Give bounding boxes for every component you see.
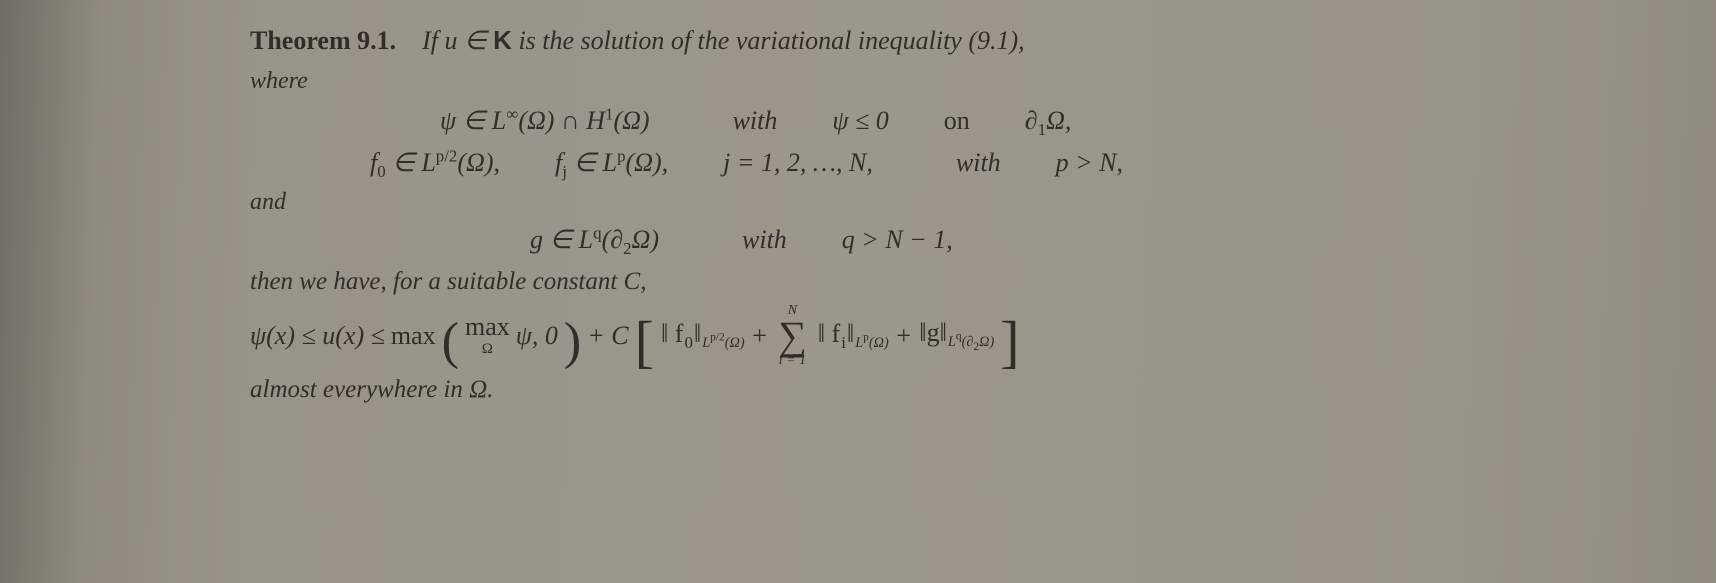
ineq-maxO-u: Ω: [482, 342, 493, 357]
l2-f0-in: ∈ L: [386, 148, 436, 177]
l2-f0-sup: p/2: [436, 146, 458, 165]
nf0-r: ‖: [693, 319, 702, 348]
l3-q: q > N − 1,: [842, 225, 953, 254]
nf0-sub: 0: [684, 333, 692, 352]
nf0-sp: L: [702, 335, 710, 351]
nf0-sp-t: (Ω): [725, 335, 745, 351]
nf0-sp-sup: p/2: [710, 332, 725, 344]
ng-sp-t2: Ω): [979, 334, 994, 350]
l3-g-t: (∂: [602, 225, 624, 254]
l1-cond: ψ ≤ 0: [832, 106, 888, 135]
page: Theorem 9.1. If u ∈ K is the solution of…: [0, 0, 1716, 583]
math-line-2: f0 ∈ Lp/2(Ω), fj ∈ Lp(Ω), j = 1, 2, …, N…: [250, 143, 1626, 185]
l2-p: p > N,: [1056, 148, 1123, 177]
ineq-maxO: max: [465, 314, 510, 340]
nfi-l: ‖ f: [817, 319, 841, 348]
ineq-plusC: + C: [587, 321, 628, 351]
and-label: and: [250, 189, 1626, 216]
math-line-1: ψ ∈ L∞(Ω) ∩ H1(Ω) with ψ ≤ 0 on ∂1Ω,: [250, 101, 1626, 143]
l3-g-sub: 2: [623, 239, 631, 258]
l2-fj-sup: p: [617, 146, 625, 165]
nfi-r: ‖: [846, 319, 855, 348]
ng-l: ‖g‖: [918, 318, 948, 347]
l3-g-t2: Ω): [632, 225, 659, 254]
l3-g-sup: q: [593, 224, 601, 243]
nf0-l: ‖ f: [660, 319, 684, 348]
ng-sp: L: [948, 334, 956, 350]
l1a-t: (Ω) ∩ H: [518, 106, 605, 135]
norm-g: ‖g‖Lq(∂2Ω): [918, 318, 994, 353]
theorem-label: Theorem 9.1.: [250, 26, 396, 55]
nfi-sp: L: [855, 335, 863, 351]
ineq-maxarg: ψ, 0: [516, 321, 558, 351]
ineq-max: max: [391, 321, 436, 351]
main-inequality: ψ(x) ≤ u(x) ≤ max ( max Ω ψ, 0 ) + C [ ‖…: [250, 304, 1626, 368]
norm-f0: ‖ f0‖Lp/2(Ω): [660, 319, 745, 353]
l2-fj-in: ∈ L: [567, 148, 617, 177]
l1-on: on: [944, 106, 970, 135]
ineq-plus2: +: [895, 321, 913, 351]
then-label: then we have, for a suitable constant C,: [250, 268, 1626, 296]
almost-everywhere: almost everywhere in Ω.: [250, 376, 1626, 404]
l2-with: with: [956, 148, 1001, 177]
ineq-psi: ψ(x) ≤ u(x) ≤: [250, 321, 385, 351]
l1a: ψ ∈ L: [440, 106, 506, 135]
l1-with: with: [733, 106, 778, 135]
l2-j: j = 1, 2, …, N,: [723, 148, 873, 177]
l2-fj-t: (Ω),: [626, 148, 669, 177]
set-K: K: [493, 25, 512, 55]
stmt-lead: If u ∈: [422, 26, 493, 55]
l1a-sup: ∞: [506, 104, 518, 123]
norm-fi: ‖ fi‖Lp(Ω): [817, 319, 889, 353]
where-label: where: [250, 68, 1626, 95]
sum-lo: i = 1: [779, 354, 806, 368]
ng-sp-t: (∂: [962, 334, 974, 350]
l3-g: g ∈ L: [530, 225, 593, 254]
l3-with: with: [742, 225, 787, 254]
theorem-statement: If u ∈ K is the solution of the variatio…: [422, 26, 1025, 55]
ineq-plus1: +: [751, 321, 769, 351]
theorem-heading: Theorem 9.1. If u ∈ K is the solution of…: [250, 20, 1626, 62]
l1-bdry-sub: 1: [1038, 120, 1046, 139]
nfi-sp-t: (Ω): [869, 335, 889, 351]
l2-f0-sub: 0: [377, 162, 385, 181]
math-line-3: g ∈ Lq(∂2Ω) with q > N − 1,: [250, 220, 1626, 262]
l1-bdry-t: Ω,: [1046, 106, 1071, 135]
l2-f0-t: (Ω),: [457, 148, 500, 177]
max-over-omega: max Ω: [465, 314, 510, 357]
l1a-t2: (Ω): [613, 106, 649, 135]
stmt-tail: is the solution of the variational inequ…: [512, 26, 1025, 55]
sum-icon: N ∑ i = 1: [778, 304, 807, 368]
l1-bdry: ∂: [1025, 106, 1038, 135]
